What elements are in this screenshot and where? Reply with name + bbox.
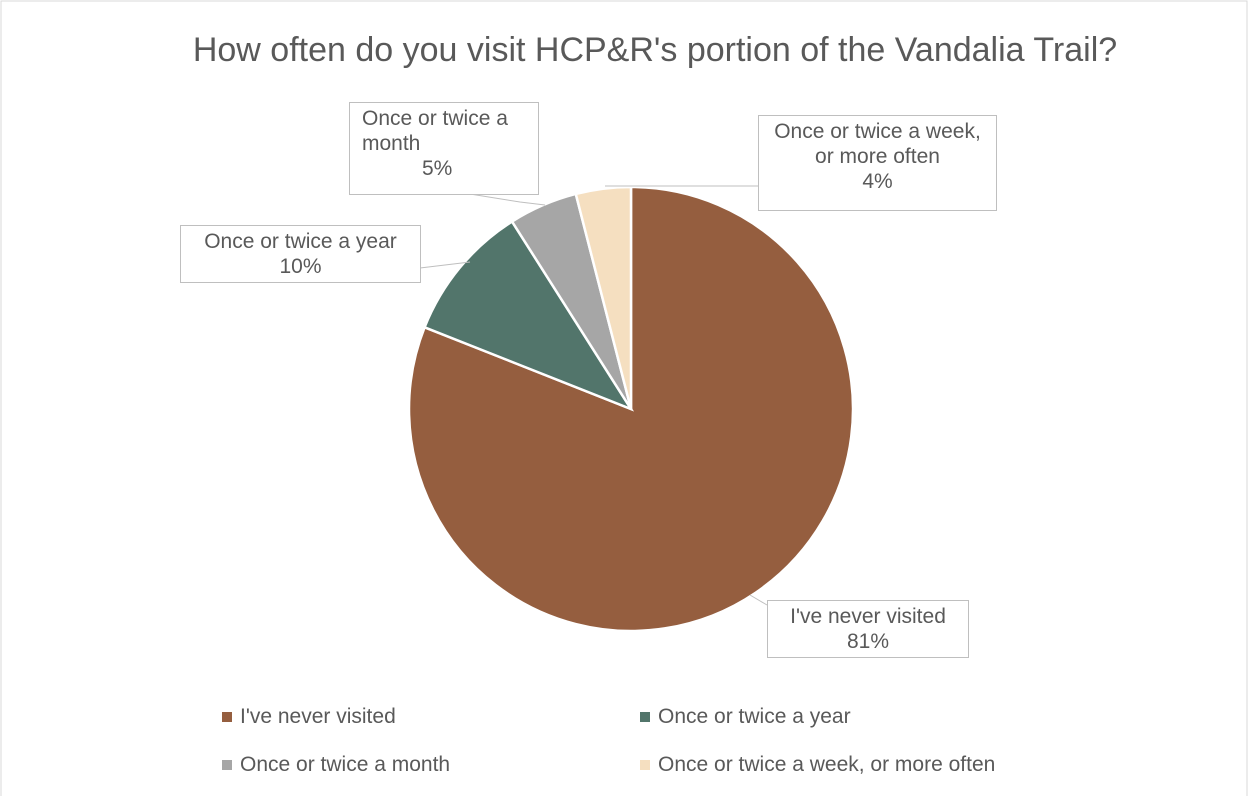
legend-label: I've never visited [240,705,396,728]
legend-item: Once or twice a year [640,705,851,729]
leader-line [469,193,546,206]
data-label: Once or twice a year 10% [180,225,421,283]
legend-swatch [222,760,232,770]
pie [407,185,855,633]
legend-item: Once or twice a week, or more often [640,753,995,777]
label-category: Once or twice a week, or more often [774,120,981,168]
legend-swatch [640,712,650,722]
label-value: 4% [862,170,893,193]
pie-slice [574,185,633,410]
legend-label: Once or twice a month [240,753,451,776]
label-category: Once or twice a month [362,107,508,155]
legend-item: Once or twice a month [222,753,450,777]
label-value: 10% [279,255,322,278]
data-label: I've never visited 81% [767,600,969,658]
label-category: Once or twice a year [204,230,397,253]
label-value: 5% [422,157,453,180]
legend-swatch [222,712,232,722]
leader-line [749,594,768,606]
legend-label: Once or twice a year [658,705,851,728]
label-value: 81% [846,630,890,653]
label-category: I've never visited [790,605,946,628]
legend-item: I've never visited [222,705,396,729]
legend-swatch [640,760,650,770]
data-label: Once or twice a month 5% [349,102,539,195]
leader-line [419,261,471,269]
chart-title: How often do you visit HCP&R's portion o… [192,31,1118,69]
data-label: Once or twice a week, or more often 4% [758,115,997,211]
legend-label: Once or twice a week, or more often [658,753,996,776]
pie-slice [422,219,635,412]
